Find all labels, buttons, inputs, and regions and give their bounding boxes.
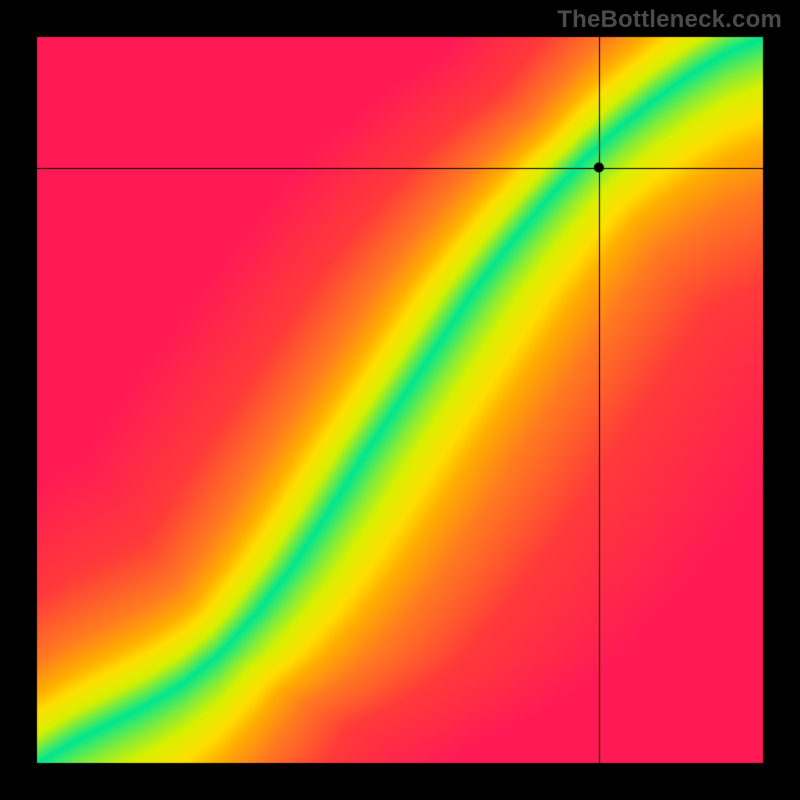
watermark-text: TheBottleneck.com <box>557 6 782 34</box>
bottleneck-heatmap <box>0 0 800 800</box>
chart-container: TheBottleneck.com <box>0 0 800 800</box>
